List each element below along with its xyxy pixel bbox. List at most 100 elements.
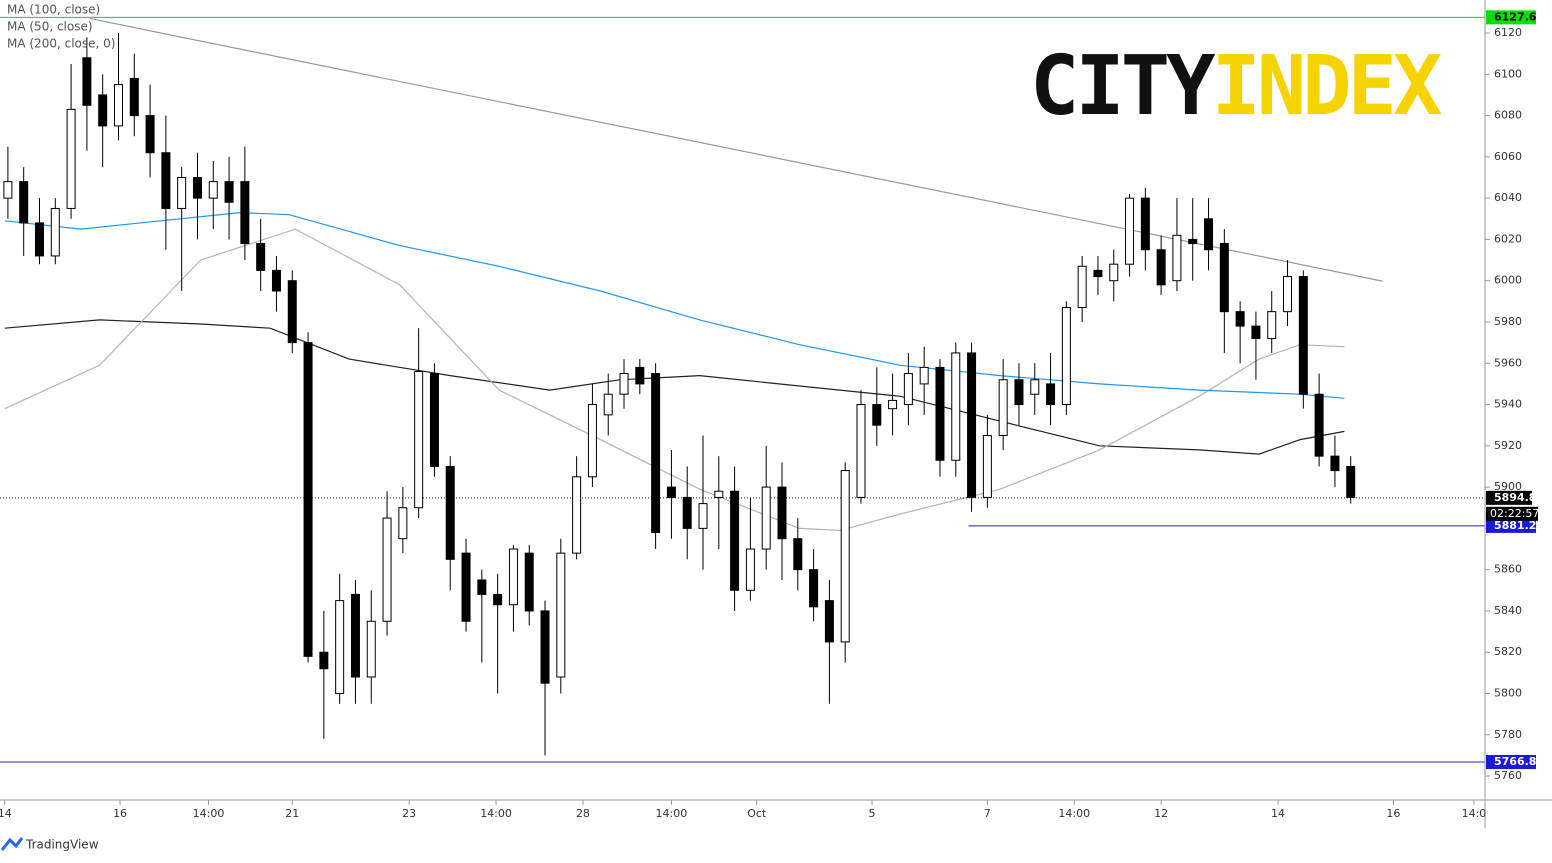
- y-tick-label: 6040: [1494, 191, 1522, 204]
- candle-body: [1093, 269, 1103, 278]
- y-tick-label: 5760: [1494, 769, 1522, 782]
- candle-body: [113, 84, 123, 127]
- candle-body: [635, 366, 645, 385]
- y-tick-label: 5920: [1494, 439, 1522, 452]
- x-tick-label: 5: [869, 807, 876, 820]
- y-tick-label: 6020: [1494, 232, 1522, 245]
- y-tick-label: 5960: [1494, 356, 1522, 369]
- candle-body: [1156, 249, 1166, 286]
- candle-body: [34, 222, 44, 257]
- x-tick-label: 28: [576, 807, 590, 820]
- candle-body: [1314, 393, 1324, 457]
- candle-body: [556, 552, 566, 678]
- plot-area: [0, 16, 1485, 763]
- y-tick-label: 5900: [1494, 480, 1522, 493]
- candle-body: [587, 404, 597, 478]
- candle-body: [919, 366, 929, 385]
- y-tick-label: 6060: [1494, 150, 1522, 163]
- x-tick-label: 14:00: [656, 807, 688, 820]
- y-tick-label: 6100: [1494, 67, 1522, 80]
- candle-body: [619, 373, 629, 395]
- x-tick-label: 16: [113, 807, 127, 820]
- candle-body: [651, 373, 661, 534]
- candle-body: [1188, 238, 1198, 245]
- candle-body: [477, 579, 487, 595]
- candle-body: [382, 517, 392, 622]
- x-tick-label: 7: [984, 807, 991, 820]
- candle-body: [271, 269, 281, 292]
- candle-body: [903, 373, 913, 406]
- logo: CITYINDEX: [1030, 39, 1442, 134]
- price-level-box: [1486, 755, 1536, 770]
- y-tick-label: 6000: [1494, 274, 1522, 287]
- candle-body: [1014, 379, 1024, 406]
- tradingview-icon: [0, 837, 24, 851]
- candle-body: [682, 496, 692, 529]
- candle-body: [145, 115, 155, 154]
- candle-body: [319, 651, 329, 670]
- legend-entry: MA (100, close): [7, 3, 100, 17]
- candle-body: [1172, 234, 1182, 282]
- candle-body: [1046, 383, 1056, 406]
- y-tick-label: 5980: [1494, 315, 1522, 328]
- candle-body: [666, 486, 676, 498]
- candle-body: [1125, 197, 1135, 265]
- candle-body: [872, 404, 882, 426]
- logo-city: CITY: [1030, 39, 1216, 134]
- candle-body: [1251, 325, 1261, 339]
- y-tick-label: 5840: [1494, 604, 1522, 617]
- candle-body: [350, 593, 360, 678]
- moving-average: [4, 228, 1345, 532]
- y-tick-label: 6120: [1494, 26, 1522, 39]
- y-tick-label: 5860: [1494, 563, 1522, 576]
- y-tick-label: 5940: [1494, 398, 1522, 411]
- candle-body: [303, 342, 313, 657]
- candle-body: [1077, 265, 1087, 309]
- candle-body: [998, 379, 1008, 437]
- x-tick-label: 12: [1154, 807, 1168, 820]
- last-price-label: 5894.8: [1494, 491, 1536, 504]
- candle-body: [50, 207, 60, 257]
- y-tick-label: 6080: [1494, 109, 1522, 122]
- moving-average: [4, 319, 1345, 455]
- trendline: [89, 17, 1383, 282]
- price-level-box: [1486, 10, 1536, 25]
- candle-body: [698, 503, 708, 529]
- x-tick-label: 21: [285, 807, 299, 820]
- candle-body: [66, 108, 76, 209]
- candle-body: [161, 152, 171, 209]
- candle-body: [1298, 276, 1308, 395]
- x-tick-label: 14: [0, 807, 12, 820]
- candle-body: [967, 352, 977, 498]
- candle-body: [840, 470, 850, 643]
- candle-body: [414, 371, 424, 509]
- source: TradingView: [25, 838, 99, 852]
- candle-body: [98, 94, 108, 127]
- candle-body: [445, 465, 455, 560]
- candle-body: [493, 593, 503, 606]
- candle-body: [224, 181, 234, 203]
- candle-body: [82, 57, 92, 106]
- candle-body: [809, 569, 819, 608]
- candle-body: [935, 366, 945, 461]
- candle-body: [745, 548, 755, 591]
- candle-body: [1235, 311, 1245, 327]
- candle-body: [19, 181, 29, 224]
- moving-average: [4, 211, 1345, 399]
- y-tick-label: 5800: [1494, 686, 1522, 699]
- price-level-label: 5881.2: [1494, 519, 1536, 532]
- legend-entry: MA (50, close): [7, 20, 93, 34]
- candle-body: [1330, 455, 1340, 472]
- legend-entry: MA (200, close, 0): [7, 37, 115, 51]
- candle-body: [524, 552, 534, 612]
- candle-body: [461, 552, 471, 622]
- x-tick-label: 16: [1386, 807, 1400, 820]
- x-tick-label: 14:0: [1462, 807, 1487, 820]
- candle-body: [540, 610, 550, 684]
- candle-body: [129, 77, 139, 117]
- candle-body: [982, 435, 992, 498]
- x-tick-label: 14:00: [1058, 807, 1090, 820]
- candle-body: [951, 352, 961, 461]
- candle-body: [335, 600, 345, 694]
